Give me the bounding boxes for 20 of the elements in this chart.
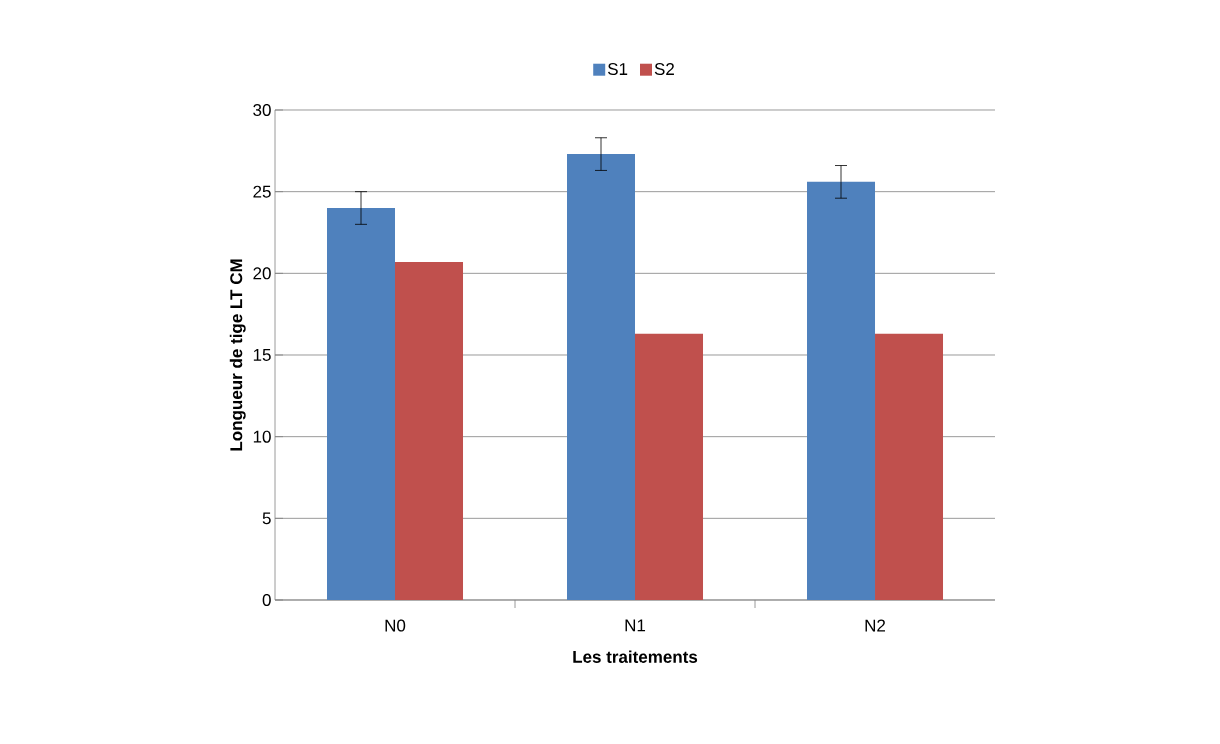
- bar: [875, 333, 944, 600]
- x-tick-label: N1: [625, 619, 646, 632]
- y-tick-label: 20: [253, 267, 271, 280]
- x-tick-label: N2: [865, 619, 886, 632]
- y-tick-label: 5: [262, 512, 271, 525]
- x-tick-label: N0: [385, 619, 406, 632]
- bar: [635, 333, 704, 600]
- y-axis-title: Longueur de tige LT CM: [229, 259, 246, 451]
- y-tick-label: 0: [262, 593, 271, 607]
- bar: [395, 261, 464, 600]
- bar: [807, 181, 876, 600]
- y-tick-label: 25: [253, 185, 271, 198]
- y-tick-label: 10: [253, 430, 271, 443]
- x-axis-title: Les traitements: [573, 650, 698, 663]
- y-tick-label: 15: [253, 349, 271, 361]
- legend-label: S1: [607, 63, 628, 76]
- y-tick-label: 30: [253, 103, 271, 117]
- bar: [327, 208, 395, 600]
- bar: [567, 154, 636, 600]
- legend-label: S2: [654, 63, 674, 76]
